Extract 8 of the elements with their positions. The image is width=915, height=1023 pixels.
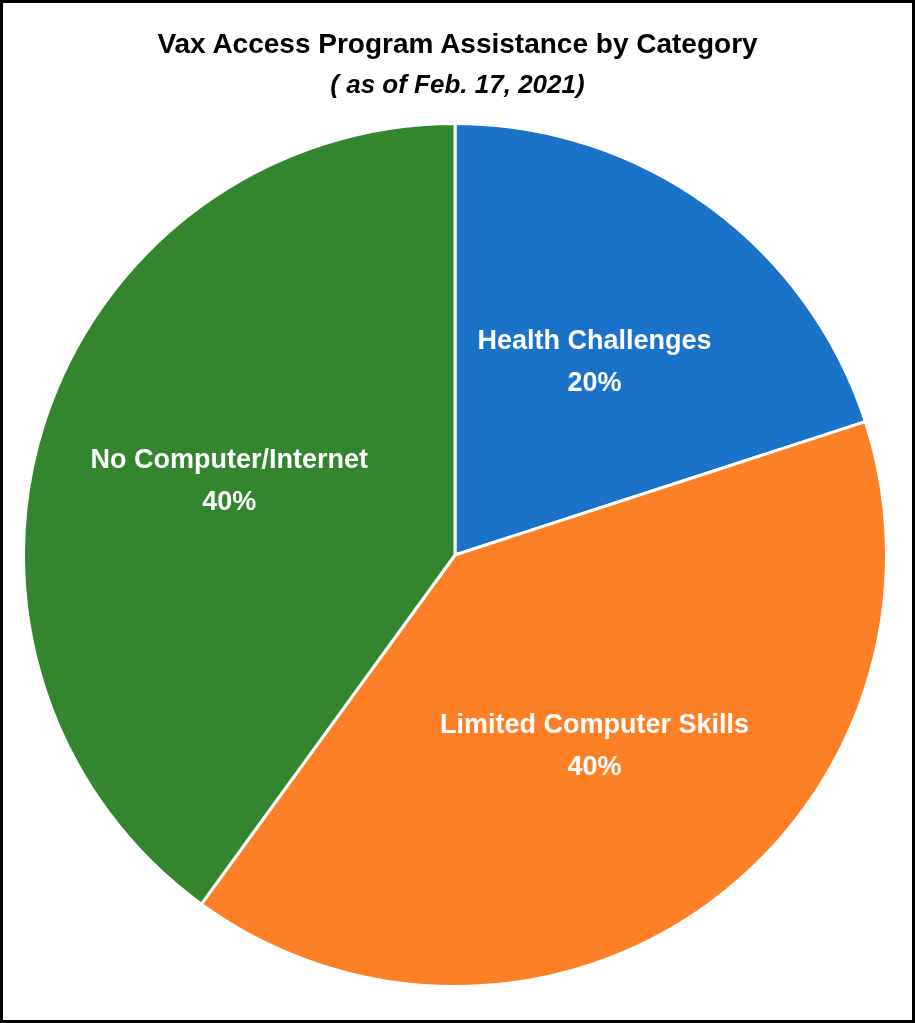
chart-subtitle: ( as of Feb. 17, 2021) — [329, 68, 586, 101]
slice-label: Health Challenges — [477, 325, 712, 356]
data-label: 20% — [567, 367, 622, 398]
data-label: 40% — [202, 486, 257, 517]
chart-title: Vax Access Program Assistance by Category — [156, 27, 759, 61]
data-label: 40% — [567, 751, 622, 782]
slice-label: No Computer/Internet — [90, 444, 369, 475]
slice-label: Limited Computer Skills — [439, 709, 750, 740]
